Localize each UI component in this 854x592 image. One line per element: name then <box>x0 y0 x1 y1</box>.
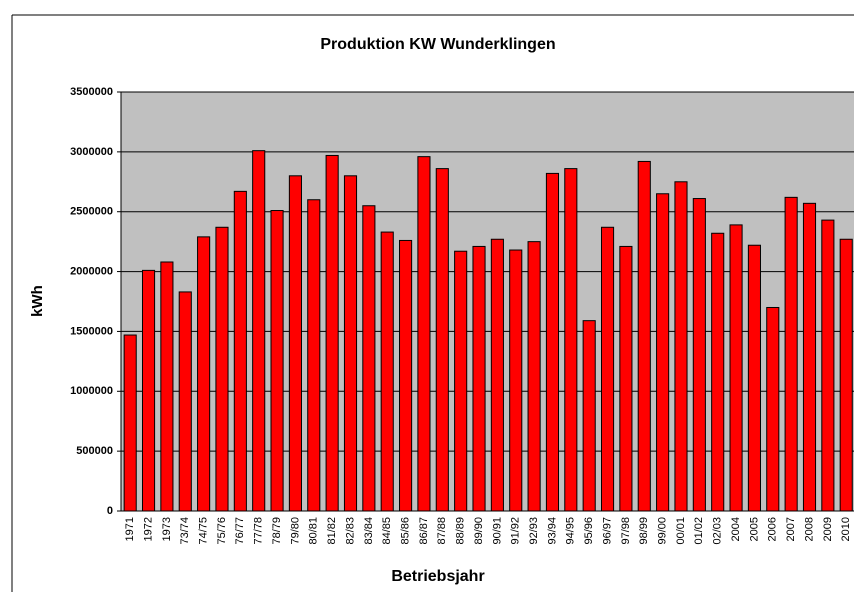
x-tick-label: 89/90 <box>473 517 485 545</box>
bar <box>656 193 670 512</box>
y-tick-label: 500000 <box>76 445 113 457</box>
bar <box>270 210 284 512</box>
bar <box>288 175 302 512</box>
x-tick-label: 87/88 <box>436 517 448 545</box>
x-tick-label: 93/94 <box>546 517 558 545</box>
bar <box>435 168 449 512</box>
bar <box>545 172 560 512</box>
bar <box>582 320 596 512</box>
x-tick-label: 95/96 <box>583 517 595 545</box>
y-tick-label: 2000000 <box>70 265 113 277</box>
x-tick-label: 74/75 <box>198 517 210 545</box>
y-tick-label: 3000000 <box>70 146 113 158</box>
x-tick-label: 98/99 <box>638 517 650 545</box>
bar <box>711 232 725 512</box>
bar <box>674 181 688 512</box>
bar <box>564 168 578 512</box>
x-axis-label: Betriebsjahr <box>391 568 484 585</box>
bar <box>729 224 743 512</box>
x-tick-label: 00/01 <box>675 517 687 545</box>
x-tick-label: 2009 <box>822 517 834 541</box>
x-tick-label: 1972 <box>142 517 154 541</box>
bar <box>509 249 523 512</box>
x-tick-label: 2008 <box>803 517 815 541</box>
plot-area <box>121 92 854 511</box>
x-tick-label: 90/91 <box>491 517 503 545</box>
x-tick-label: 02/03 <box>712 517 724 545</box>
x-tick-label: 1971 <box>124 517 136 541</box>
bar <box>197 236 211 512</box>
x-tick-label: 2007 <box>785 517 797 541</box>
bar <box>490 238 504 512</box>
bar <box>821 219 835 512</box>
x-tick-label: 92/93 <box>528 517 540 545</box>
x-tick-label: 73/74 <box>179 517 191 545</box>
bar <box>454 250 468 512</box>
y-tick-label: 1000000 <box>70 385 113 397</box>
bar <box>600 226 615 512</box>
x-tick-label: 84/85 <box>381 517 393 545</box>
bar <box>160 261 174 512</box>
x-tick-label: 86/87 <box>418 517 430 545</box>
x-tick-label: 2004 <box>730 517 742 541</box>
bar <box>747 244 761 512</box>
x-tick-label: 79/80 <box>289 517 301 545</box>
x-tick-label: 82/83 <box>344 517 356 545</box>
bar <box>123 334 137 512</box>
chart-title: Produktion KW Wunderklingen <box>320 36 555 53</box>
x-tick-label: 85/86 <box>399 517 411 545</box>
x-tick-label: 94/95 <box>565 517 577 545</box>
y-tick-label: 3500000 <box>70 86 113 98</box>
x-tick-label: 2010 <box>840 517 852 541</box>
x-tick-label: 97/98 <box>620 517 632 545</box>
bar <box>637 160 651 512</box>
y-tick-label: 0 <box>107 505 113 517</box>
bar <box>325 154 339 512</box>
bar <box>380 231 394 512</box>
bar <box>692 198 706 512</box>
bar <box>802 202 817 512</box>
bar <box>215 226 229 512</box>
bar <box>343 175 358 512</box>
x-tick-label: 77/78 <box>253 517 265 545</box>
bar <box>141 269 156 512</box>
bar <box>527 241 541 512</box>
x-tick-label: 99/00 <box>657 517 669 545</box>
x-tick-label: 83/84 <box>363 517 375 545</box>
x-tick-label: 96/97 <box>601 517 613 545</box>
bar <box>362 205 376 512</box>
x-tick-label: 88/89 <box>455 517 467 545</box>
y-tick-label: 2500000 <box>70 206 113 218</box>
bar <box>619 245 633 512</box>
bar <box>252 150 266 512</box>
x-tick-label: 76/77 <box>234 517 246 545</box>
bar <box>784 196 798 512</box>
bar <box>307 199 321 512</box>
x-tick-label: 1973 <box>161 517 173 541</box>
bar <box>233 190 247 512</box>
x-tick-label: 91/92 <box>510 517 522 545</box>
bar <box>417 156 431 512</box>
x-tick-label: 01/02 <box>693 517 705 545</box>
x-tick-label: 75/76 <box>216 517 228 545</box>
bar <box>178 291 192 512</box>
x-tick-label: 2005 <box>748 517 760 541</box>
bar <box>766 306 780 512</box>
x-tick-label: 80/81 <box>308 517 320 545</box>
y-axis-label: kWh <box>29 285 46 317</box>
bar <box>399 239 413 512</box>
bar <box>839 238 853 512</box>
bar <box>472 245 486 512</box>
y-tick-label: 1500000 <box>70 325 113 337</box>
x-tick-label: 78/79 <box>271 517 283 545</box>
x-tick-label: 81/82 <box>326 517 338 545</box>
x-tick-label: 2006 <box>767 517 779 541</box>
